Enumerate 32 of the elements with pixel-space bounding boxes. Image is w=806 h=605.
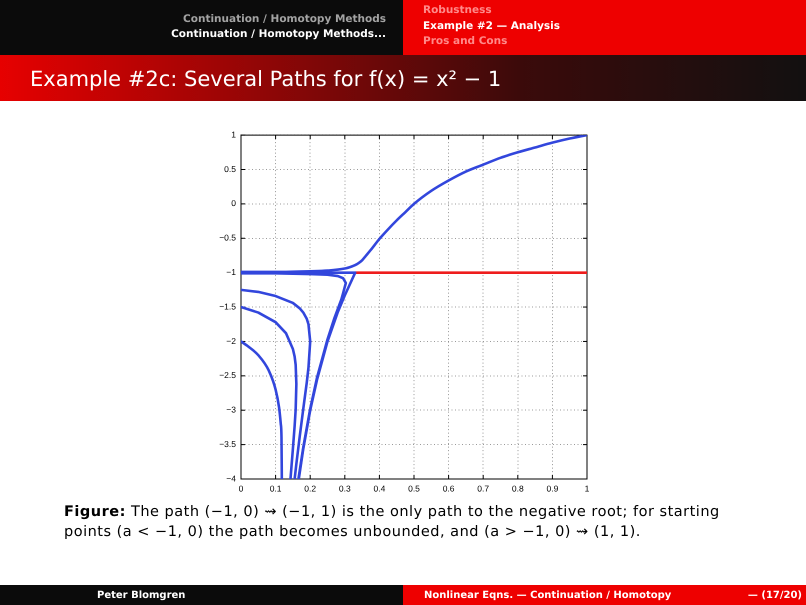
- text: Continuation / Homotopy Methods: [182, 12, 386, 27]
- y-tick-label: 0: [231, 198, 236, 208]
- text: Nonlinear Eqns. — Continuation / Homotopy: [424, 589, 672, 603]
- y-tick-label: −3.5: [219, 438, 236, 449]
- y-tick-label: 1: [231, 129, 236, 140]
- y-tick-label: −3: [226, 404, 236, 415]
- y-tick-label: −1.5: [219, 301, 236, 312]
- text: Continuation / Homotopy Methods...: [170, 27, 386, 42]
- chart-title: Example #2c: Several Paths for f(x) = x² − 1: [30, 66, 502, 93]
- x-tick-label: 0.1: [270, 483, 282, 494]
- text: Example #2 — Analysis: [423, 18, 562, 34]
- x-tick-label: 0.5: [408, 483, 420, 494]
- y-tick-label: −4: [226, 473, 236, 484]
- y-tick-label: −1: [226, 267, 236, 278]
- text: — (17/20): [746, 589, 802, 603]
- text: Peter Blomgren: [97, 589, 186, 603]
- y-tick-label: −0.5: [219, 232, 236, 243]
- y-tick-label: −2: [226, 336, 236, 346]
- x-tick-label: 0: [238, 483, 244, 494]
- x-tick-label: 1: [584, 483, 590, 494]
- x-tick-label: 0.3: [338, 483, 351, 494]
- x-tick-label: 0.6: [442, 483, 455, 494]
- text: Robustness: [423, 3, 493, 18]
- x-tick-label: 0.7: [477, 483, 490, 494]
- y-tick-label: −2.5: [219, 370, 236, 380]
- x-tick-label: 0.4: [373, 483, 386, 494]
- x-tick-label: 0.8: [512, 483, 524, 494]
- x-tick-label: 0.9: [546, 483, 559, 494]
- text: Figure: The path (−1, 0) ⇝ (−1, 1) is the only path to the negative root; for starting points (a < −1, 0) the path becomes unbounded, and (a > −1, 0) ⇝ (1, 1).: [64, 504, 720, 540]
- text: Pros and Cons: [423, 34, 508, 48]
- y-tick-label: 0.5: [224, 164, 236, 174]
- x-tick-label: 0.2: [304, 483, 316, 494]
